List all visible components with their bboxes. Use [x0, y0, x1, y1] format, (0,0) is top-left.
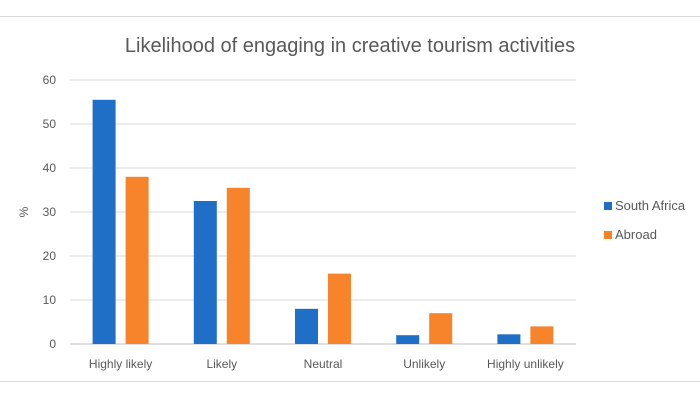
- y-axis-label: %: [17, 206, 31, 217]
- y-tick-label: 60: [43, 73, 57, 87]
- y-tick-label: 30: [43, 205, 57, 219]
- gridlines: [70, 79, 576, 345]
- bar-abroad-highly-unlikely: [530, 326, 554, 344]
- bar-abroad-neutral: [328, 273, 351, 344]
- y-tick-label: 0: [49, 337, 56, 351]
- bar-abroad-unlikely: [429, 313, 453, 344]
- x-tick-label: Highly unlikely: [487, 357, 564, 371]
- bar-south-africa-unlikely: [396, 335, 420, 344]
- x-tick-label: Neutral: [304, 357, 343, 371]
- x-tick-label: Highly likely: [89, 357, 152, 371]
- y-tick-label: 20: [43, 249, 57, 263]
- bar-south-africa-highly-unlikely: [497, 334, 521, 344]
- y-tick-label: 10: [43, 293, 57, 307]
- y-tick-label: 40: [43, 161, 57, 175]
- chart-frame: [0, 16, 700, 382]
- bar-abroad-highly-likely: [125, 176, 149, 344]
- y-axis-ticks: 0 10 20 30 40 50 60: [43, 73, 57, 351]
- bar-south-africa-likely: [193, 201, 217, 344]
- bar-south-africa-neutral: [295, 308, 318, 344]
- y-tick-label: 50: [43, 117, 57, 131]
- x-tick-label: Unlikely: [403, 357, 445, 371]
- bars: [92, 99, 554, 344]
- legend-swatch-south-africa: [604, 202, 612, 210]
- x-axis-ticks: Highly likely Likely Neutral Unlikely Highly…: [89, 357, 564, 371]
- legend-swatch-abroad: [604, 231, 612, 239]
- legend-label: Abroad: [615, 227, 657, 242]
- legend: South Africa Abroad: [604, 198, 686, 242]
- bar-south-africa-highly-likely: [92, 99, 116, 344]
- chart-title: Likelihood of engaging in creative touri…: [125, 35, 575, 57]
- x-tick-label: Likely: [206, 357, 237, 371]
- bar-abroad-likely: [226, 187, 250, 344]
- legend-label: South Africa: [615, 198, 686, 213]
